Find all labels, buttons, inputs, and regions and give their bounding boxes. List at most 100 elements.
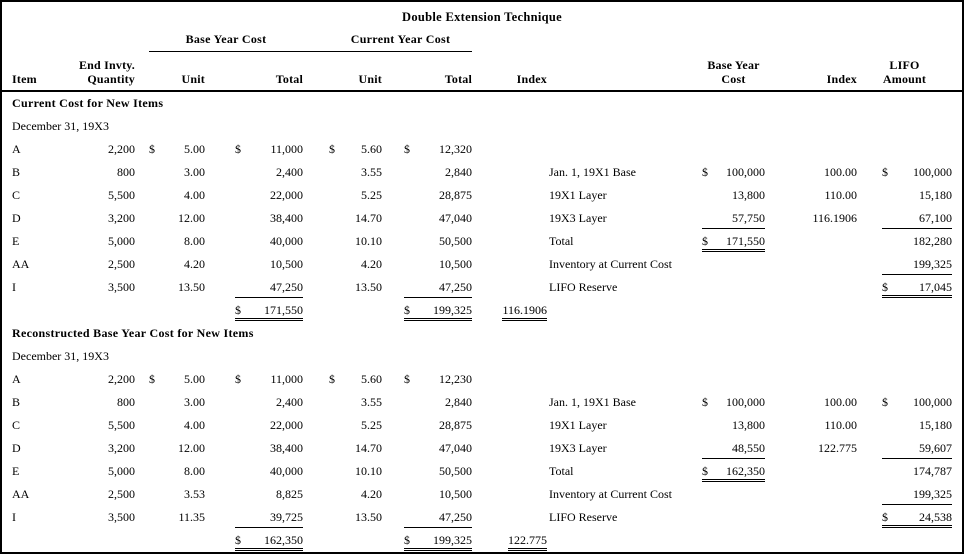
layer-cost-cell: $100,000 <box>702 162 765 183</box>
qty-cell: 5,000 <box>108 464 135 478</box>
layer-label-cell: 19X1 Layer <box>549 418 607 432</box>
base-total-value: 162,350 <box>264 533 303 547</box>
col-header-index-label: Index <box>516 72 547 86</box>
layer-cost-cell <box>702 300 765 321</box>
table-total-row: $171,550 $199,325 116.1906 <box>2 299 962 322</box>
layer-index-cell <box>765 277 857 298</box>
qty-cell: 5,500 <box>108 188 135 202</box>
base-total-value: 39,725 <box>270 510 303 524</box>
col-header-lifo-amount: LIFO Amount <box>857 52 952 90</box>
layer-label-cell: 19X3 Layer <box>549 441 607 455</box>
layer-cost-cell: $171,550 <box>702 231 765 252</box>
index-cell <box>472 277 547 298</box>
spacer <box>303 52 329 90</box>
qty-cell: 800 <box>117 395 135 409</box>
curr-unit-value: 4.20 <box>361 257 382 271</box>
layer-index-cell <box>765 461 857 482</box>
table-row: E 5,000 8.00 40,000 10.10 50,500 Total $… <box>2 230 962 253</box>
base-total-value: 2,400 <box>276 395 303 409</box>
layer-cost-value: 13,800 <box>732 418 765 432</box>
curr-total-cell: 2,840 <box>404 162 472 183</box>
curr-total-cell: 47,040 <box>404 438 472 459</box>
index-cell <box>472 139 547 160</box>
dollar-sign: $ <box>235 372 241 386</box>
base-total-value: 22,000 <box>270 188 303 202</box>
item-cell: B <box>12 165 21 179</box>
table-row: C 5,500 4.00 22,000 5.25 28,875 19X1 Lay… <box>2 414 962 437</box>
col-header-byc-line1: Base Year <box>707 58 760 72</box>
curr-total-cell: $12,230 <box>404 369 472 390</box>
lifo-amount-cell: 174,787 <box>882 461 952 482</box>
base-unit-value: 4.00 <box>184 418 205 432</box>
curr-total-value: 199,325 <box>433 533 472 547</box>
index-cell: 122.775 <box>472 530 547 551</box>
base-total-cell: 8,825 <box>235 484 303 505</box>
layer-label-cell <box>547 530 702 551</box>
index-cell <box>472 208 547 229</box>
index-cell <box>472 231 547 252</box>
layer-label-cell: LIFO Reserve <box>549 280 618 294</box>
layer-label-cell: Total <box>549 234 574 248</box>
qty-cell: 5,000 <box>108 234 135 248</box>
base-unit-value: 8.00 <box>184 464 205 478</box>
layer-cost-value: 57,750 <box>732 211 765 225</box>
index-cell <box>472 369 547 390</box>
curr-unit-cell: 4.20 <box>329 484 382 505</box>
item-cell: AA <box>12 257 30 271</box>
base-unit-value: 11.35 <box>178 510 205 524</box>
curr-unit-cell: 5.25 <box>329 415 382 436</box>
lifo-amount-cell: 59,607 <box>882 438 952 459</box>
col-group-current-year: Current Year Cost <box>350 32 451 46</box>
curr-total-cell: 47,250 <box>404 507 472 528</box>
layer-cost-cell <box>702 139 765 160</box>
item-cell: I <box>12 510 16 524</box>
lifo-amount-cell: 15,180 <box>882 185 952 206</box>
layer-index-cell <box>765 300 857 321</box>
base-total-cell: 39,725 <box>235 507 303 528</box>
lifo-amount-value: 100,000 <box>913 395 952 409</box>
index-cell <box>472 415 547 436</box>
section-date: December 31, 19X3 <box>12 349 109 363</box>
layer-index-cell: 110.00 <box>824 418 857 432</box>
qty-cell: 3,500 <box>108 280 135 294</box>
index-cell <box>472 185 547 206</box>
layer-index-cell <box>765 530 857 551</box>
curr-unit-cell: 10.10 <box>329 231 382 252</box>
curr-total-value: 28,875 <box>439 418 472 432</box>
curr-total-cell: 10,500 <box>404 484 472 505</box>
base-unit-cell: 3.00 <box>149 392 205 413</box>
lifo-amount-value: 59,607 <box>919 441 952 455</box>
layer-cost-value: 13,800 <box>732 188 765 202</box>
base-total-cell: 38,400 <box>235 208 303 229</box>
curr-unit-cell: 3.55 <box>329 392 382 413</box>
qty-cell: 3,200 <box>108 211 135 225</box>
base-unit-value: 13.50 <box>178 280 205 294</box>
layer-cost-cell: 13,800 <box>702 185 765 206</box>
base-total-value: 38,400 <box>270 441 303 455</box>
base-total-value: 2,400 <box>276 165 303 179</box>
curr-unit-cell: 14.70 <box>329 208 382 229</box>
dollar-sign: $ <box>404 303 410 317</box>
qty-cell <box>47 530 135 551</box>
col-header-qty-line1: End Invty. <box>78 58 135 72</box>
base-total-cell: 40,000 <box>235 461 303 482</box>
index-cell <box>472 507 547 528</box>
col-header-qty-line2: Quantity <box>87 72 135 86</box>
lifo-amount-cell <box>882 530 952 551</box>
dollar-sign: $ <box>404 372 410 386</box>
base-total-cell: 38,400 <box>235 438 303 459</box>
column-group-header-row: Base Year Cost Current Year Cost <box>2 30 962 52</box>
curr-unit-value: 14.70 <box>355 211 382 225</box>
curr-unit-value: 10.10 <box>355 464 382 478</box>
base-unit-value: 12.00 <box>178 211 205 225</box>
layer-label-cell: Inventory at Current Cost <box>549 487 672 501</box>
base-total-cell: 2,400 <box>235 162 303 183</box>
qty-cell: 3,500 <box>108 510 135 524</box>
curr-unit-value: 13.50 <box>355 280 382 294</box>
base-total-value: 22,000 <box>270 418 303 432</box>
section-date: December 31, 19X3 <box>12 119 109 133</box>
col-header-base-total-label: Total <box>275 72 303 86</box>
qty-cell: 3,200 <box>108 441 135 455</box>
curr-total-cell: 47,040 <box>404 208 472 229</box>
base-unit-cell: 4.00 <box>149 185 205 206</box>
